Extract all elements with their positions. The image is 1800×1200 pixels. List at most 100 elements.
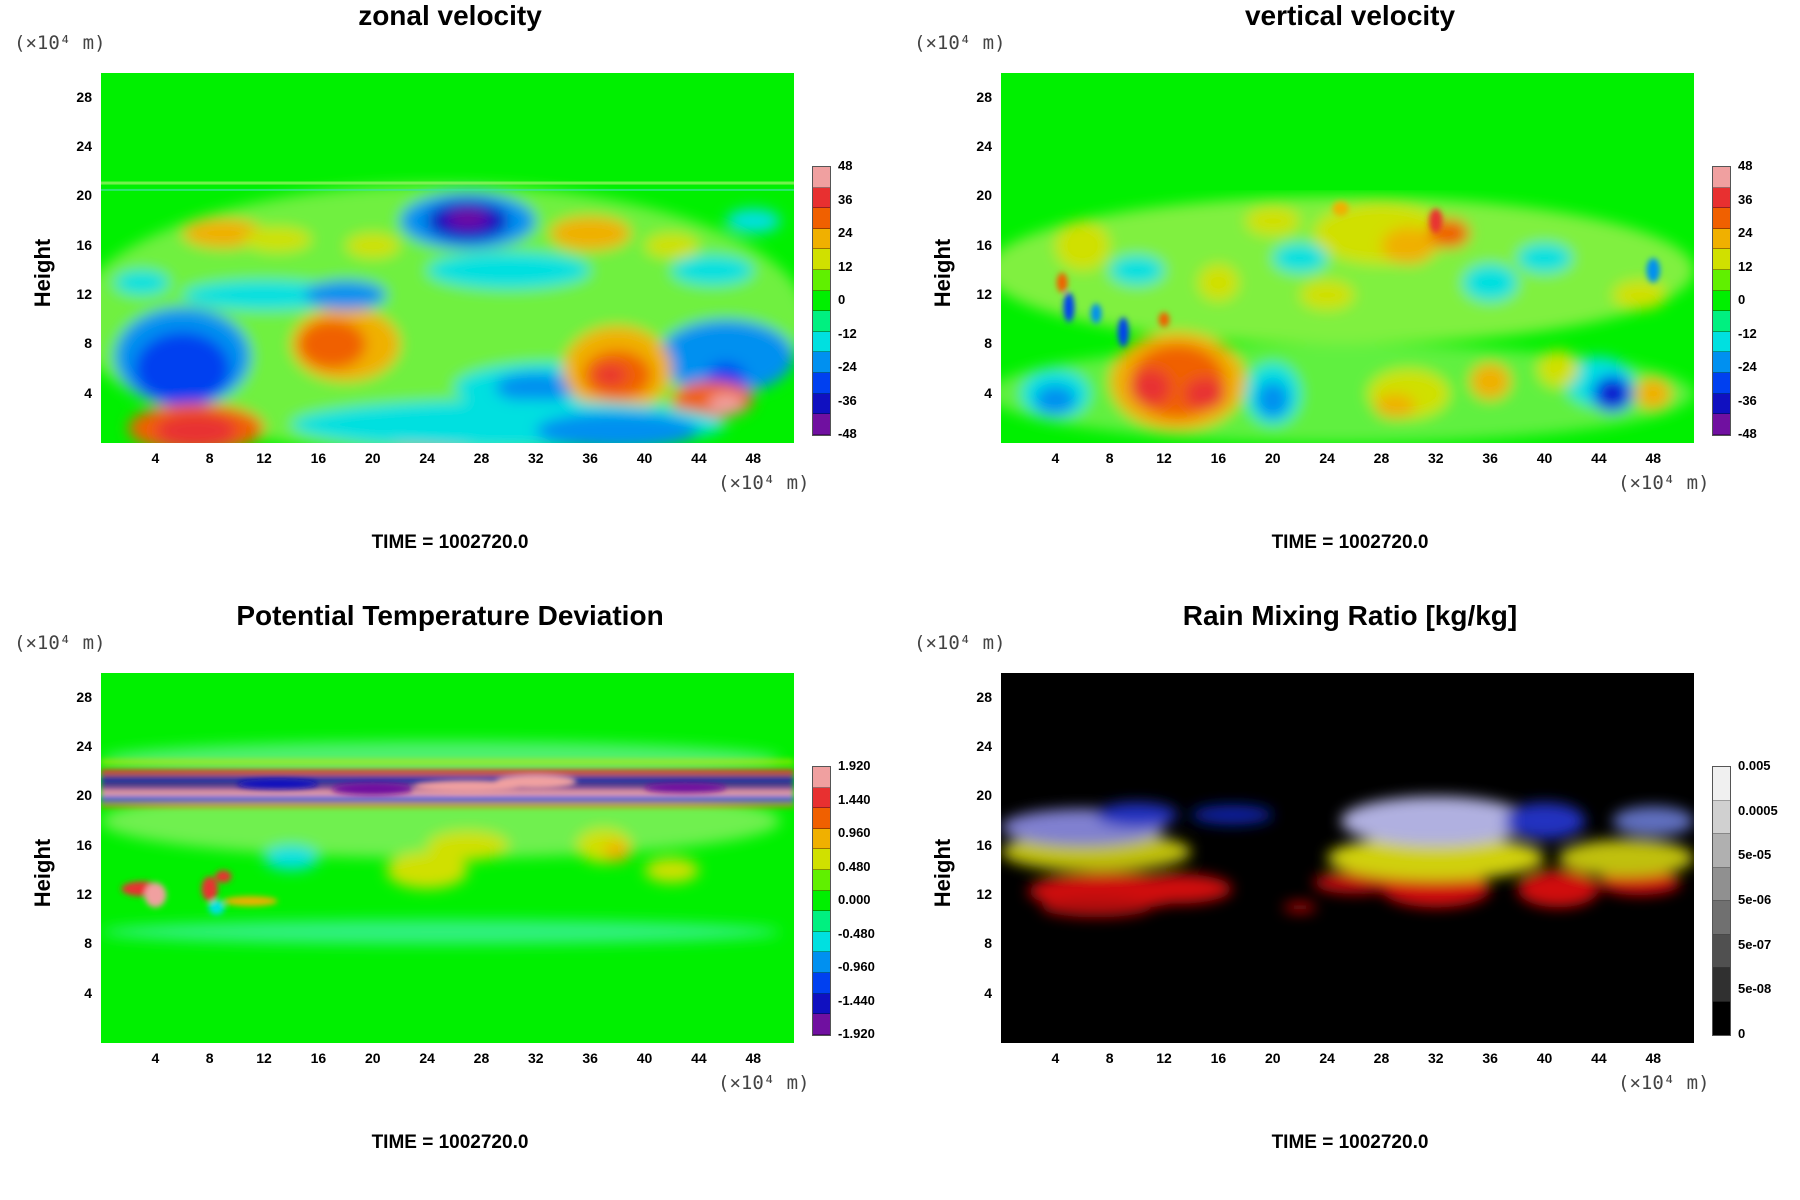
colorbar-segment <box>813 931 830 953</box>
x-tick-label: 40 <box>1536 1050 1553 1066</box>
x-tick-label: 8 <box>1105 1050 1114 1066</box>
x-tick-label: 4 <box>1051 1050 1060 1066</box>
colorbar-label: 0.0005 <box>1738 802 1778 818</box>
y-tick-label: 8 <box>84 935 92 952</box>
y-tick-label: 12 <box>976 286 992 302</box>
colorbar-label: 5e-07 <box>1738 936 1772 952</box>
colorbar-segment <box>813 993 830 1015</box>
x-scale-label: (×10⁴ m) <box>718 1072 810 1094</box>
colorbar <box>812 166 831 436</box>
colorbar-segment <box>813 767 830 788</box>
colorbar-label: -1.440 <box>838 992 875 1008</box>
colorbar-label: 0 <box>1738 1026 1746 1041</box>
y-tick-label: 28 <box>76 88 92 105</box>
colorbar <box>1712 166 1731 436</box>
chart-panel-4: Rain Mixing Ratio [kg/kg] (×10⁴ m) (×10⁴ m… <box>900 600 1800 1200</box>
colorbar-label: -0.480 <box>838 925 875 941</box>
x-tick-label: 24 <box>1319 450 1335 466</box>
colorbar-label: -24 <box>838 359 857 374</box>
colorbar-segment <box>1713 393 1730 415</box>
y-tick-label: 20 <box>976 787 992 804</box>
colorbar-label: 36 <box>1738 191 1753 207</box>
x-tick-label: 48 <box>1645 1050 1662 1066</box>
x-tick-label: 20 <box>1264 450 1281 466</box>
x-tick-label: 24 <box>1319 1050 1335 1066</box>
colorbar-segment <box>813 808 830 829</box>
colorbar-label: 1.440 <box>838 791 871 807</box>
y-tick-label: 4 <box>84 984 92 1001</box>
colorbar-segment <box>1713 1001 1730 1035</box>
time-label: TIME = 1002720.0 <box>371 532 529 553</box>
colorbar-segment <box>813 393 830 415</box>
colorbar-segment <box>813 787 830 809</box>
colorbar-segment <box>1713 331 1730 353</box>
x-tick-label: 4 <box>1051 450 1060 466</box>
colorbar-segment <box>813 290 830 312</box>
colorbar-segment <box>1713 834 1730 868</box>
chart-title: vertical velocity <box>1244 0 1456 31</box>
x-tick-label: 44 <box>691 1050 707 1066</box>
colorbar-segment <box>813 1014 830 1035</box>
y-tick-label: 12 <box>76 286 92 302</box>
colorbar-label: -36 <box>1738 392 1757 408</box>
x-tick-label: 12 <box>1156 1050 1172 1066</box>
y-scale-label: (×10⁴ m) <box>14 632 106 654</box>
y-tick-label: 4 <box>84 384 92 401</box>
colorbar-segment <box>1713 800 1730 834</box>
y-tick-label: 12 <box>976 886 992 902</box>
y-tick-label: 8 <box>84 335 92 352</box>
colorbar-segment <box>813 352 830 374</box>
x-tick-label: 12 <box>256 1050 272 1066</box>
colorbar-segment <box>813 167 830 188</box>
y-tick-label: 28 <box>976 88 992 105</box>
colorbar-segment <box>1713 228 1730 250</box>
x-tick-label: 4 <box>151 450 160 466</box>
x-tick-label: 48 <box>745 450 762 466</box>
y-axis-label-box: Height <box>28 239 58 307</box>
x-tick-label: 36 <box>1482 450 1498 466</box>
colorbar-label: -24 <box>1738 359 1757 374</box>
y-axis-label-box: Height <box>928 839 958 907</box>
y-tick-label: 16 <box>76 236 92 253</box>
y-scale-label: (×10⁴ m) <box>14 32 106 54</box>
chart-panel-3: Potential Temperature Deviation (×10⁴ m) (… <box>0 600 900 1200</box>
heatmap-area <box>1001 73 1694 443</box>
colorbar-label: -48 <box>1738 426 1757 441</box>
colorbar-segment <box>1713 414 1730 435</box>
chart-panel-2: vertical velocity (×10⁴ m) (×10⁴ m) Height 4… <box>900 0 1800 600</box>
y-tick-label: 8 <box>984 335 992 352</box>
heatmap-svg <box>1001 673 1694 1043</box>
x-tick-label: 28 <box>473 1050 490 1066</box>
colorbar-segment <box>1713 249 1730 271</box>
x-tick-label: 28 <box>1373 1050 1390 1066</box>
colorbar-segment <box>813 849 830 871</box>
colorbar-label: 36 <box>838 191 853 207</box>
y-tick-label: 16 <box>976 236 992 253</box>
x-scale-label: (×10⁴ m) <box>718 472 810 494</box>
chart-panel-1: zonal velocity (×10⁴ m) (×10⁴ m) Height 4 8 12… <box>0 0 900 600</box>
colorbar-segment <box>813 373 830 394</box>
colorbar-label: 0 <box>1738 292 1746 307</box>
y-tick-label: 20 <box>976 187 992 204</box>
colorbar-segment <box>1713 208 1730 229</box>
x-tick-label: 16 <box>310 1050 327 1066</box>
colorbar <box>1712 766 1731 1036</box>
x-tick-label: 8 <box>1105 450 1114 466</box>
y-axis-label-box: Height <box>28 839 58 907</box>
colorbar-label: 12 <box>1738 258 1753 274</box>
colorbar-label: -12 <box>1738 325 1757 341</box>
colorbar-label: 1.920 <box>838 758 871 773</box>
x-tick-label: 48 <box>745 1050 762 1066</box>
chart-title: Rain Mixing Ratio [kg/kg] <box>1182 600 1518 631</box>
colorbar-segment <box>1713 352 1730 374</box>
colorbar-label: -0.960 <box>838 959 875 974</box>
x-tick-label: 24 <box>419 450 435 466</box>
colorbar-label: 48 <box>1738 158 1753 173</box>
chart-title: Potential Temperature Deviation <box>236 600 664 631</box>
y-axis-label-box: Height <box>928 239 958 307</box>
colorbar-label: -12 <box>838 325 857 341</box>
x-tick-label: 12 <box>1156 450 1172 466</box>
y-tick-label: 8 <box>984 935 992 952</box>
colorbar-segment <box>813 311 830 332</box>
heatmap-svg <box>1001 73 1694 443</box>
